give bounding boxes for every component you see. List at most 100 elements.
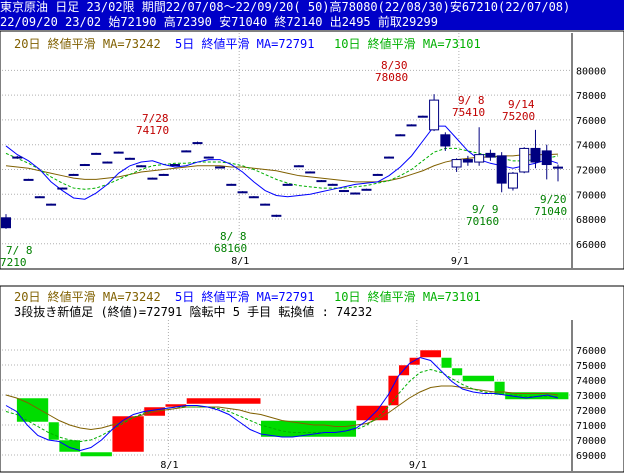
candle-body (203, 156, 214, 159)
candle-body (327, 183, 338, 186)
ma10-line (5, 147, 559, 190)
candle-body (541, 150, 552, 166)
candle-body (46, 203, 57, 206)
brick-down (494, 381, 506, 396)
candle-body (260, 203, 271, 206)
x-tick-label: 8/1 (160, 460, 178, 471)
y-tick-label: 66000 (576, 240, 606, 251)
brick-down (16, 397, 49, 423)
annotation-date: 7/28 (142, 112, 169, 125)
brick-down (80, 451, 113, 457)
candle-body (361, 188, 372, 191)
y-tick-label: 70000 (576, 190, 606, 201)
brick-down (504, 391, 569, 400)
legend-ma20: 20日 終値平滑 MA=73242 (14, 36, 161, 51)
y-tick-label: 73000 (576, 391, 606, 402)
candle-body (350, 192, 361, 195)
brick-up (409, 357, 421, 366)
ma5-line (5, 356, 559, 452)
candle-body (237, 191, 248, 194)
ma20-line (5, 153, 559, 183)
candle-body (158, 173, 169, 176)
brick-up (387, 375, 400, 406)
candle-body (440, 134, 451, 147)
annotation-value: 7210 (0, 256, 27, 269)
x-tick-label: 9/1 (451, 256, 469, 267)
candle-body (192, 142, 203, 145)
annotation-value: 74170 (136, 124, 169, 137)
candle-body (451, 159, 462, 168)
y-tick-label: 76000 (576, 116, 606, 127)
annotation-date: 9/ 9 (472, 203, 499, 216)
candle-body (417, 115, 428, 118)
break-status-text: 3段抜き新値足 (終値)=72791 陰転中 5 手目 転換値 : 74232 (14, 304, 372, 319)
candle-body (372, 173, 383, 176)
candle-body (12, 156, 23, 159)
brick-up (419, 349, 442, 358)
y-tick-label: 69000 (576, 451, 606, 462)
candle-body (57, 187, 68, 190)
brick-down (440, 357, 453, 369)
candle-body (248, 196, 259, 199)
y-tick-label: 72000 (576, 406, 606, 417)
y-tick-label: 76000 (576, 346, 606, 357)
candle-body (293, 165, 304, 168)
candle-body (507, 172, 518, 189)
annotation-value: 75410 (452, 106, 485, 119)
candle-body (305, 171, 316, 174)
candle-body (462, 159, 473, 163)
brick-down (48, 421, 60, 441)
legend-ma10: 10日 終値平滑 MA=73101 (334, 36, 481, 51)
brick-down (58, 439, 81, 453)
brick-up (111, 415, 145, 453)
candle-body (271, 214, 282, 217)
header-line-2: 22/09/20 23/02 始72190 高72390 安71040 終721… (0, 15, 624, 30)
candle-body (136, 165, 147, 168)
candle-body (384, 156, 395, 159)
legend-ma10: 10日 終値平滑 MA=73101 (334, 289, 481, 304)
candle-body (519, 147, 530, 173)
x-tick-label: 9/1 (409, 460, 427, 471)
header-line-1: 東京原油 日足 23/02限 期間22/07/08〜22/09/20( 50)高… (0, 0, 624, 15)
annotation-date: 9/ 8 (458, 94, 485, 107)
legend-ma5: 5日 終値平滑 MA=72791 (175, 289, 314, 304)
y-tick-label: 75000 (576, 361, 606, 372)
break-plot: 69000 70000 71000 72000 73000 74000 75000 76000… (2, 320, 606, 471)
y-tick-label: 72000 (576, 165, 606, 176)
candle-body (102, 161, 113, 164)
x-tick-label: 8/1 (231, 256, 249, 267)
annotation-value: 71040 (534, 205, 567, 218)
candle-body (496, 155, 507, 184)
break-status-line: 3段抜き新値足 (終値)=72791 陰転中 5 手目 転換値 : 74232 (14, 304, 372, 319)
candle-body (553, 166, 563, 169)
brick-down (451, 367, 463, 376)
candle-body (124, 157, 135, 160)
candle-body (23, 178, 34, 181)
annotation-value: 68160 (214, 242, 247, 255)
candle-body (338, 190, 349, 193)
price-panel-frame (0, 30, 624, 270)
candle-body (226, 183, 237, 186)
y-tick-label: 74000 (576, 141, 606, 152)
annotation-value: 78080 (375, 71, 408, 84)
brick-up (186, 397, 262, 405)
candle-body (147, 177, 158, 180)
candle-body (282, 183, 293, 186)
candle-body (169, 164, 180, 167)
candle-body (215, 166, 226, 169)
ma10-line (5, 368, 558, 443)
annotation-date: 9/14 (508, 98, 535, 111)
ma5-line (5, 125, 559, 200)
annotation-date: 9/20 (540, 193, 567, 206)
ma20-line (5, 385, 559, 431)
candle-body (1, 217, 11, 229)
candle-body (68, 173, 79, 176)
annotation-date: 8/30 (381, 59, 408, 72)
y-tick-label: 80000 (576, 66, 606, 77)
y-tick-label: 74000 (576, 376, 606, 387)
legend-ma5: 5日 終値平滑 MA=72791 (175, 36, 314, 51)
y-tick-label: 78000 (576, 91, 606, 102)
brick-down (462, 375, 495, 382)
